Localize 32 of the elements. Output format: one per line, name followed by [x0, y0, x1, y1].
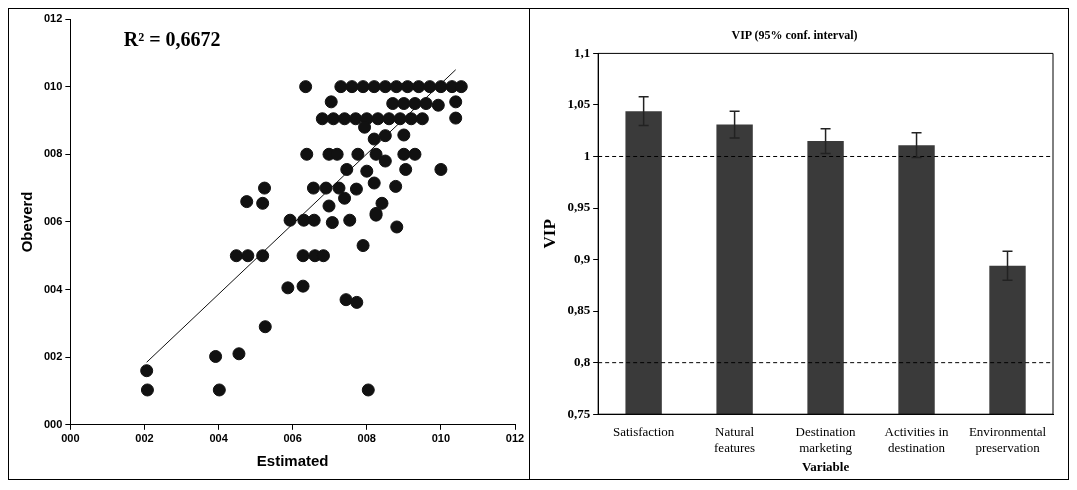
y-tick-label: 012 [43, 12, 63, 25]
x-tick-label: Environmental preservation [968, 424, 1047, 456]
y-tick-label: 0,95 [567, 199, 591, 215]
y-tick-label: 008 [43, 147, 63, 160]
y-tick-label: 0,9 [573, 250, 591, 266]
y-tick-label: 010 [43, 79, 63, 92]
y-tick-label: 004 [43, 282, 64, 295]
x-tick-label: 000 [61, 432, 80, 445]
y-tick-label: 002 [43, 350, 63, 363]
y-tick-label: 0,75 [567, 405, 591, 421]
x-tick-label: 006 [283, 432, 302, 445]
annotation: R² = 0,6672 [123, 28, 221, 51]
x-tick-label: Activities in destination [884, 424, 949, 456]
x-tick-label: Destination marketing [795, 424, 857, 456]
chart-title: VIP (95% conf. interval) [731, 28, 858, 43]
x-axis-title: Variable [801, 458, 850, 474]
y-tick-label: 006 [43, 214, 63, 227]
y-axis-title: VIP [539, 219, 559, 249]
x-tick-label: 012 [505, 432, 525, 445]
y-tick-label: 0,85 [567, 302, 591, 318]
y-axis-title: Obeverd [18, 191, 36, 253]
x-tick-label: 008 [357, 432, 376, 445]
x-tick-label: 004 [209, 432, 229, 445]
x-tick-label: Satisfaction [612, 424, 675, 440]
x-axis-title: Estimated [256, 452, 329, 470]
x-tick-label: 010 [431, 432, 451, 445]
y-tick-label: 1,1 [573, 44, 591, 60]
x-tick-label: 002 [135, 432, 154, 445]
x-tick-label: Natural features [714, 424, 756, 456]
y-tick-label: 1,05 [567, 96, 591, 112]
y-tick-label: 1 [583, 147, 591, 163]
y-tick-label: 0,8 [573, 354, 591, 370]
